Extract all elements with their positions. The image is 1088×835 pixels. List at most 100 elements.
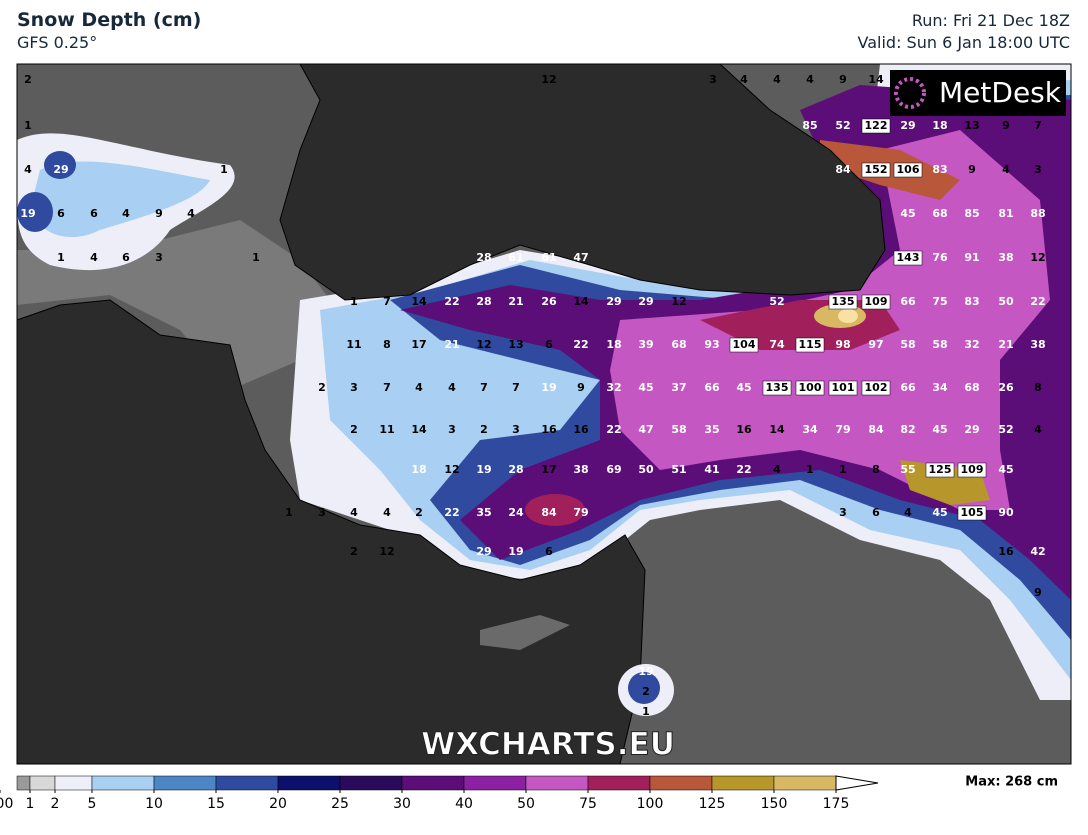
- snow-depth-label: 1: [220, 163, 228, 176]
- snow-depth-label: 2: [642, 685, 650, 698]
- map-labels: 2 12 3 4 4 4 9 141 85 52 122 29 18 13 9 74 29 1 84 152 106 83…: [20, 73, 1045, 718]
- label-box: [957, 462, 987, 478]
- snow-depth-label: 45: [932, 506, 947, 519]
- snow-depth-label: 1: [285, 506, 293, 519]
- snow-depth-label: 3: [350, 381, 358, 394]
- colorbar-segment: [401, 775, 465, 791]
- snow-depth-label: 22: [606, 423, 621, 436]
- snow-depth-label: 83: [964, 295, 979, 308]
- snow-depth-label: 7: [1034, 119, 1042, 132]
- colorbar-tick-label: 15: [207, 796, 225, 812]
- snow-depth-label: 101: [832, 381, 855, 394]
- snow-depth-label: 84: [868, 423, 884, 436]
- logo-icon: [894, 77, 926, 109]
- snow-depth-label: 98: [835, 338, 850, 351]
- snow-depth-label: 2: [24, 73, 32, 86]
- snow-depth-label: 9: [1034, 586, 1042, 599]
- snow-depth-label: 3: [512, 423, 520, 436]
- snow-depth-label: 32: [964, 338, 979, 351]
- colorbar: 1251015202530405075100125150175200: [0, 775, 879, 812]
- label-box: [957, 505, 987, 521]
- snow-depth-label: 21: [444, 338, 459, 351]
- snow-depth-label: 12: [1030, 251, 1045, 264]
- snow-depth-label: 18: [606, 338, 621, 351]
- snow-depth-label: 7: [383, 381, 391, 394]
- snow-depth-label: 4: [122, 207, 130, 220]
- snow-depth-label: 7: [480, 381, 488, 394]
- snow-depth-label: 35: [704, 423, 719, 436]
- colorbar-segment: [649, 775, 713, 791]
- colorbar-tick-label: 1: [26, 796, 35, 812]
- snow-depth-label: 61: [541, 251, 556, 264]
- snow-depth-label: 28: [476, 251, 491, 264]
- colorbar-segment: [215, 775, 279, 791]
- label-box: [861, 118, 891, 134]
- snow-depth-label: 52: [835, 119, 850, 132]
- model: GFS 0.25°: [17, 33, 97, 52]
- snow-depth-label: 35: [476, 506, 491, 519]
- snow-depth-label: 4: [90, 251, 98, 264]
- snow-depth-label: 93: [704, 338, 719, 351]
- snow-depth-label: 12: [671, 295, 686, 308]
- snow-depth-label: 2: [350, 423, 358, 436]
- snow-depth-label: 32: [606, 381, 621, 394]
- snow-depth-label: 8: [872, 463, 880, 476]
- snow-depth-label: 21: [508, 295, 523, 308]
- snow-depth-label: 51: [671, 463, 686, 476]
- snow-depth-label: 13: [508, 338, 523, 351]
- colorbar-tick-label: 20: [269, 796, 287, 812]
- colorbar-segment: [91, 775, 155, 791]
- snow-depth-label: 4: [383, 506, 391, 519]
- snow-depth-label: 115: [799, 338, 822, 351]
- snow-depth-label: 9: [968, 163, 976, 176]
- colorbar-segment: [29, 775, 56, 791]
- snow-depth-label: 58: [671, 423, 686, 436]
- label-box: [795, 380, 825, 396]
- snow-depth-label: 3: [709, 73, 717, 86]
- snow-depth-label: 6: [545, 338, 553, 351]
- snow-depth-label: 6: [545, 545, 553, 558]
- colorbar-segment: [773, 775, 837, 791]
- snow-depth-label: 52: [998, 423, 1013, 436]
- snow-depth-label: 4: [1002, 163, 1010, 176]
- snow-depth-label: 55: [900, 463, 915, 476]
- label-box: [729, 337, 759, 353]
- snow-depth-label: 83: [932, 163, 947, 176]
- snow-depth-label: 4: [1034, 423, 1042, 436]
- snow-depth-label: 22: [444, 295, 459, 308]
- snow-depth-label: 34: [802, 423, 818, 436]
- map-frame: [16, 63, 1072, 765]
- snow-depth-label: 75: [932, 295, 947, 308]
- snow-depth-label: 68: [964, 381, 979, 394]
- snow-depth-label: 58: [900, 338, 915, 351]
- snow-depth-label: 18: [932, 119, 947, 132]
- snow-depth-label: 14: [411, 295, 427, 308]
- snow-depth-label: 19: [508, 545, 523, 558]
- snow-mid: [628, 672, 660, 704]
- colorbar-tick-label: 200: [0, 796, 13, 812]
- snow-depth-label: 26: [998, 381, 1014, 394]
- snow-depth-label: 29: [638, 295, 653, 308]
- max-label: Max: 268 cm: [965, 775, 1058, 790]
- snow-blue: [30, 161, 210, 238]
- snow-depth-label: 9: [839, 73, 847, 86]
- colorbar-segment: [16, 775, 31, 791]
- snow-depth-label: 3: [318, 506, 326, 519]
- colorbar-tick-label: 100: [637, 796, 664, 812]
- label-box: [925, 462, 955, 478]
- snow-depth-label: 7: [512, 381, 520, 394]
- snow-depth-label: 45: [932, 423, 947, 436]
- snow-depth-label: 29: [53, 163, 68, 176]
- snow-depth-label: 2: [350, 545, 358, 558]
- snow-depth-label: 66: [704, 381, 720, 394]
- snow-depth-label: 6: [90, 207, 98, 220]
- snow-depth-label: 4: [448, 381, 456, 394]
- snow-depth-label: 45: [998, 463, 1013, 476]
- colorbar-segment: [463, 775, 527, 791]
- snow-depth-label: 19: [20, 207, 35, 220]
- snow-depth-label: 88: [1030, 207, 1045, 220]
- snow-depth-label: 14: [769, 423, 785, 436]
- snow-depth-label: 1: [642, 705, 650, 718]
- snow-depth-label: 12: [541, 73, 556, 86]
- label-box: [861, 162, 891, 178]
